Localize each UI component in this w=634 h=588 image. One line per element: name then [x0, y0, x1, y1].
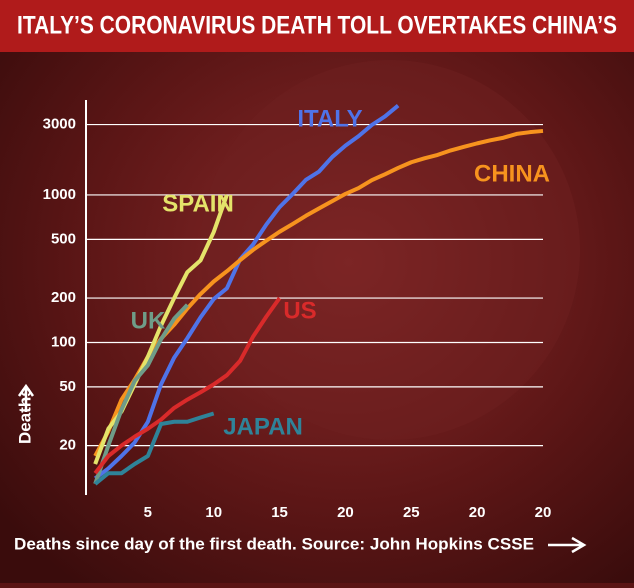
- legend-label: SPAIN: [162, 190, 234, 217]
- x-tick-label: 15: [271, 504, 288, 521]
- legend-label: ITALY: [297, 105, 362, 132]
- legend-label: CHINA: [474, 160, 550, 187]
- y-arrow: [17, 383, 35, 412]
- chart-title: ITALY’S CORONAVIRUS DEATH TOLL OVERTAKES…: [17, 12, 617, 40]
- x-axis-label: Deaths since day of the first death. Sou…: [14, 534, 534, 553]
- x-tick-label: 20: [469, 504, 486, 521]
- y-tick-label: 500: [51, 230, 76, 247]
- series-line: [93, 128, 544, 457]
- series-line: [93, 296, 282, 475]
- legend-label: UK: [131, 307, 166, 334]
- x-tick-label: 5: [144, 504, 152, 521]
- x-tick-label: 20: [535, 504, 552, 521]
- x-tick-label: 25: [403, 504, 420, 521]
- y-tick-label: 50: [59, 378, 76, 395]
- y-axis-label: Deaths: [15, 387, 34, 444]
- legend-label: JAPAN: [223, 413, 303, 440]
- y-tick-label: 1000: [43, 186, 76, 203]
- y-tick-label: 20: [59, 437, 76, 454]
- y-tick-label: 3000: [43, 116, 76, 133]
- y-tick-label: 100: [51, 333, 76, 350]
- legend-label: US: [283, 297, 316, 324]
- x-tick-label: 10: [205, 504, 222, 521]
- series-line: [93, 104, 400, 480]
- series-line: [93, 303, 189, 485]
- title-banner: [0, 0, 634, 52]
- virus-shape: [200, 60, 580, 440]
- series-line: [93, 411, 215, 486]
- x-tick-label: 20: [337, 504, 354, 521]
- x-arrow: [548, 536, 587, 554]
- y-tick-label: 200: [51, 289, 76, 306]
